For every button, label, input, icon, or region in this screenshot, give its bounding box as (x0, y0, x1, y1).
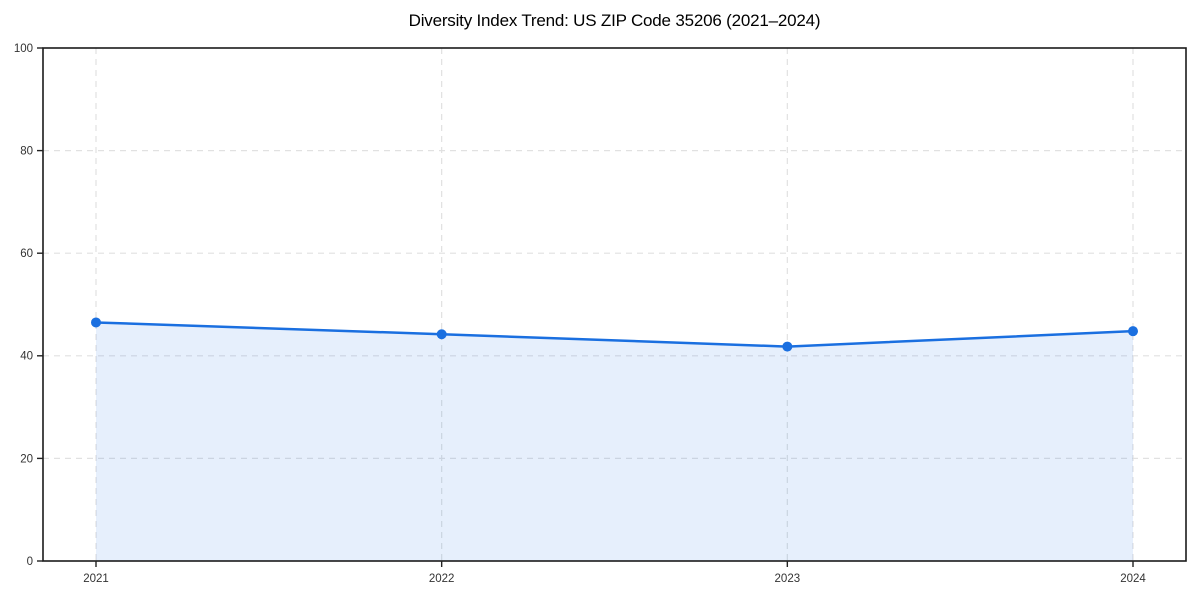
x-tick-label: 2022 (429, 573, 455, 585)
y-tick-label: 20 (20, 453, 33, 465)
y-tick-label: 60 (20, 248, 33, 260)
area-fill (96, 322, 1133, 561)
x-tick-label: 2021 (83, 573, 109, 585)
data-point-2022 (436, 329, 447, 340)
y-tick-label: 0 (27, 556, 33, 568)
data-point-2021 (91, 317, 101, 328)
x-tick-label: 2024 (1120, 573, 1146, 585)
trend-line (94, 321, 1135, 348)
y-tick-label: 40 (20, 351, 33, 363)
x-tick-label: 2023 (775, 573, 801, 585)
y-tick-label: 80 (20, 146, 33, 158)
data-point-2024 (1128, 326, 1138, 337)
data-point-2023 (782, 341, 793, 352)
plot-border (42, 47, 1187, 562)
chart-title: Diversity Index Trend: US ZIP Code 35206… (408, 11, 821, 30)
y-tick-label: 100 (14, 43, 33, 55)
